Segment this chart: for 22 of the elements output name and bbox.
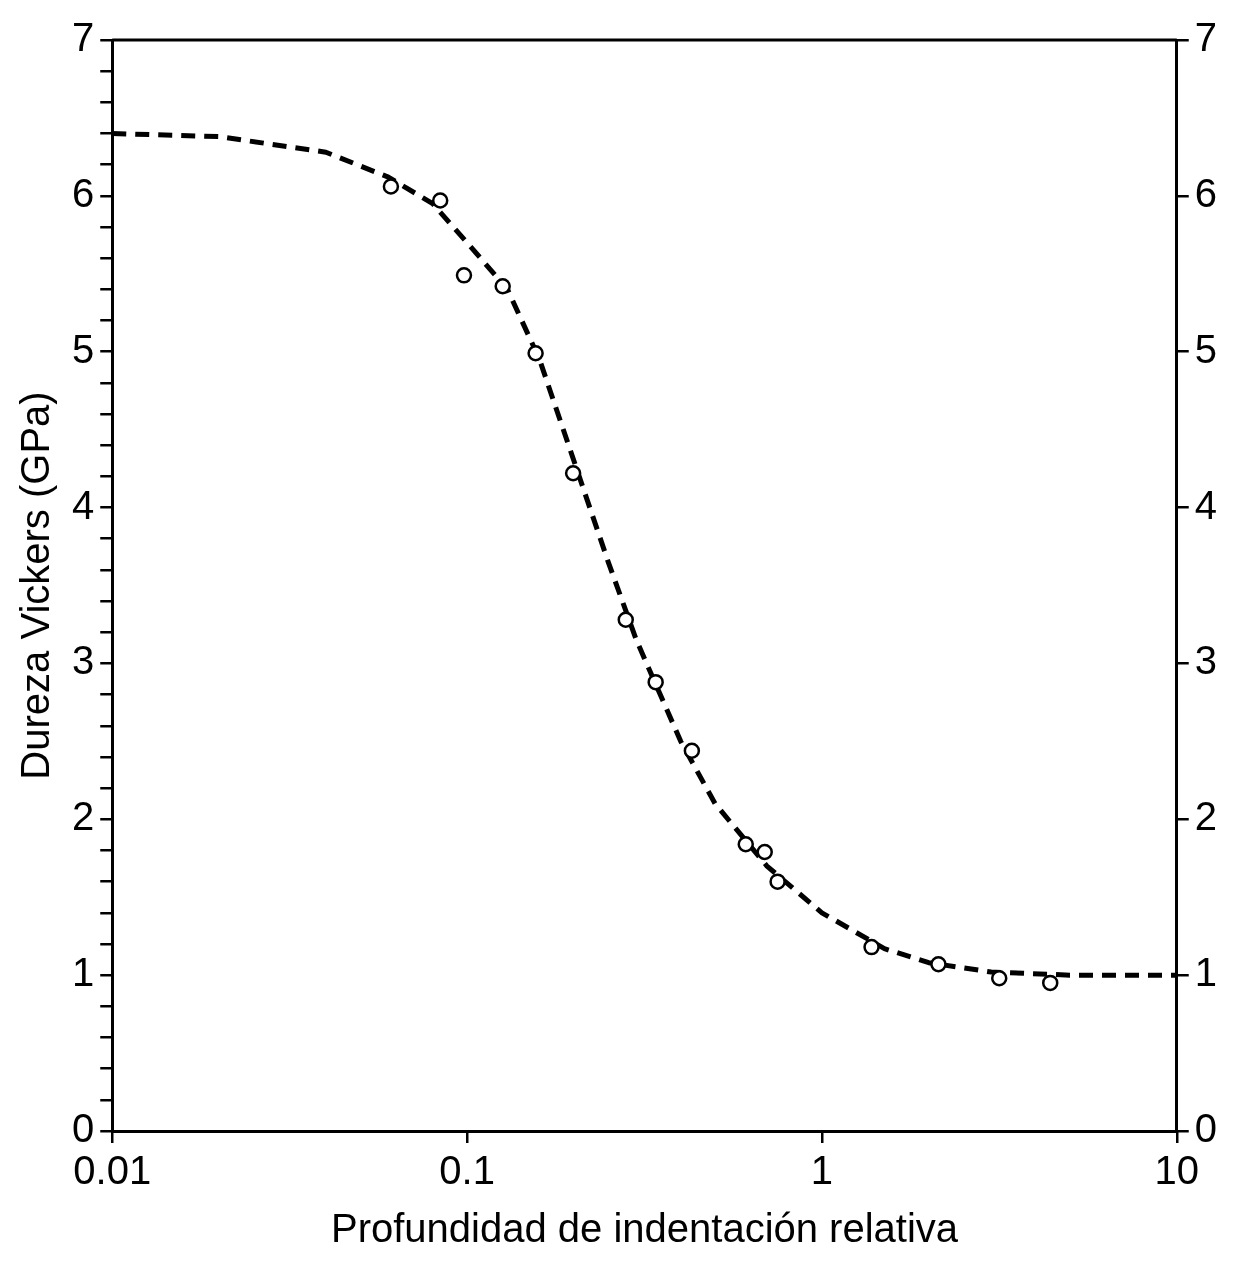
y-tick-label: 4 xyxy=(72,482,95,527)
y-tick-label: 0 xyxy=(72,1106,95,1151)
y-tick-label: 1 xyxy=(72,950,95,995)
x-axis-title: Profundidad de indentación relativa xyxy=(330,1206,959,1251)
y-tick-label: 7 xyxy=(72,15,95,60)
y2-tick-label: 2 xyxy=(1194,794,1217,839)
x-tick-label: 1 xyxy=(810,1148,834,1193)
y2-tick-label: 4 xyxy=(1194,482,1217,527)
y2-tick-label: 0 xyxy=(1194,1106,1217,1151)
y-tick-label: 3 xyxy=(72,638,95,683)
y2-tick-label: 1 xyxy=(1194,950,1217,995)
y2-tick-label: 7 xyxy=(1194,15,1217,60)
y-axis-title: Dureza Vickers (GPa) xyxy=(13,391,58,780)
y2-tick-label: 3 xyxy=(1194,638,1217,683)
x-tick-label: 10 xyxy=(1154,1148,1199,1193)
y-tick-label: 6 xyxy=(72,170,95,215)
x-tick-label: 0.1 xyxy=(439,1148,495,1193)
x-tick-label: 0.01 xyxy=(73,1148,152,1193)
y-tick-label: 5 xyxy=(72,326,95,371)
y-tick-label: 2 xyxy=(72,794,95,839)
y2-tick-label: 5 xyxy=(1194,326,1217,371)
y2-tick-label: 6 xyxy=(1194,170,1217,215)
